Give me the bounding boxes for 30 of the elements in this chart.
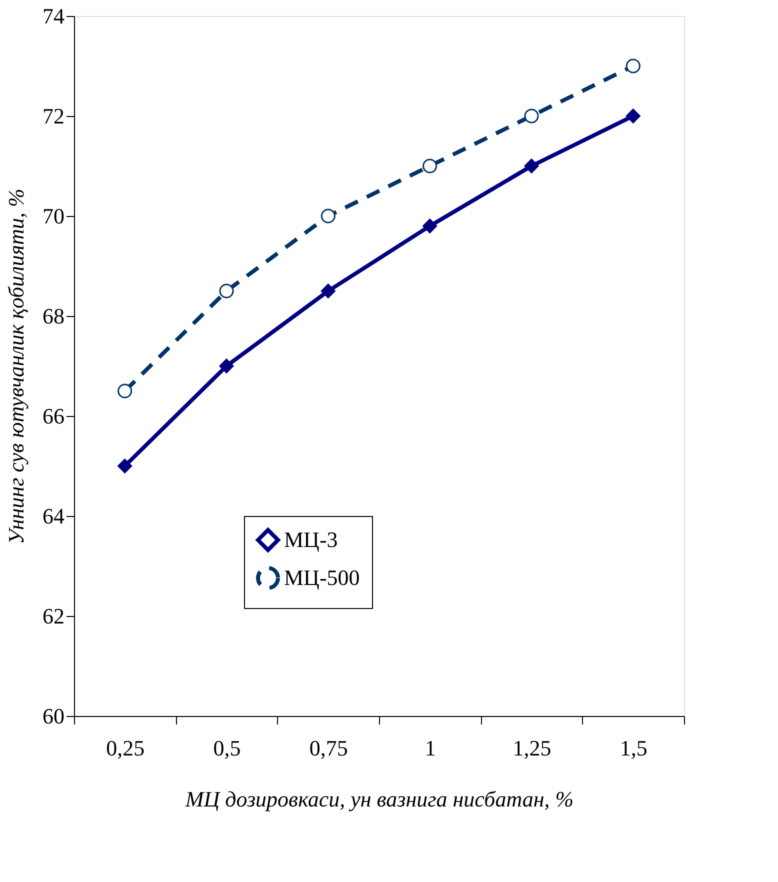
point — [422, 218, 438, 234]
legend-label: МЦ-500 — [284, 565, 360, 590]
y-tick-label: 72 — [42, 104, 64, 128]
point — [626, 108, 640, 124]
x-tick-label: 0,5 — [213, 736, 241, 760]
y-tick-label: 74 — [42, 4, 64, 28]
point — [422, 158, 438, 174]
x-tick-label: 0,75 — [309, 736, 348, 760]
legend-label: МЦ-3 — [284, 527, 338, 552]
x-axis-title: МЦ дозировкаси, ун вазнига нисбатан, % — [184, 786, 574, 812]
x-tick-label: 1,25 — [512, 736, 552, 760]
point — [219, 358, 234, 374]
point — [320, 284, 336, 298]
point — [320, 208, 336, 224]
point — [118, 458, 132, 474]
y-tick-label: 60 — [42, 704, 64, 728]
y-tick-label: 62 — [42, 604, 64, 628]
point — [524, 108, 539, 124]
point — [118, 384, 132, 398]
x-tick-label: 1 — [424, 736, 436, 760]
y-tick-label: 68 — [42, 304, 64, 328]
y-axis-title: Уннинг сув ютувчанлик қобилияти, % — [4, 188, 28, 544]
x-tick-label: 0,25 — [106, 736, 145, 760]
point — [626, 58, 640, 74]
point — [219, 284, 234, 298]
y-tick-label: 66 — [42, 404, 64, 428]
point — [524, 158, 539, 174]
y-tick-label: 70 — [42, 204, 64, 228]
y-tick-label: 64 — [42, 504, 64, 528]
x-tick-label: 1,5 — [620, 736, 648, 760]
